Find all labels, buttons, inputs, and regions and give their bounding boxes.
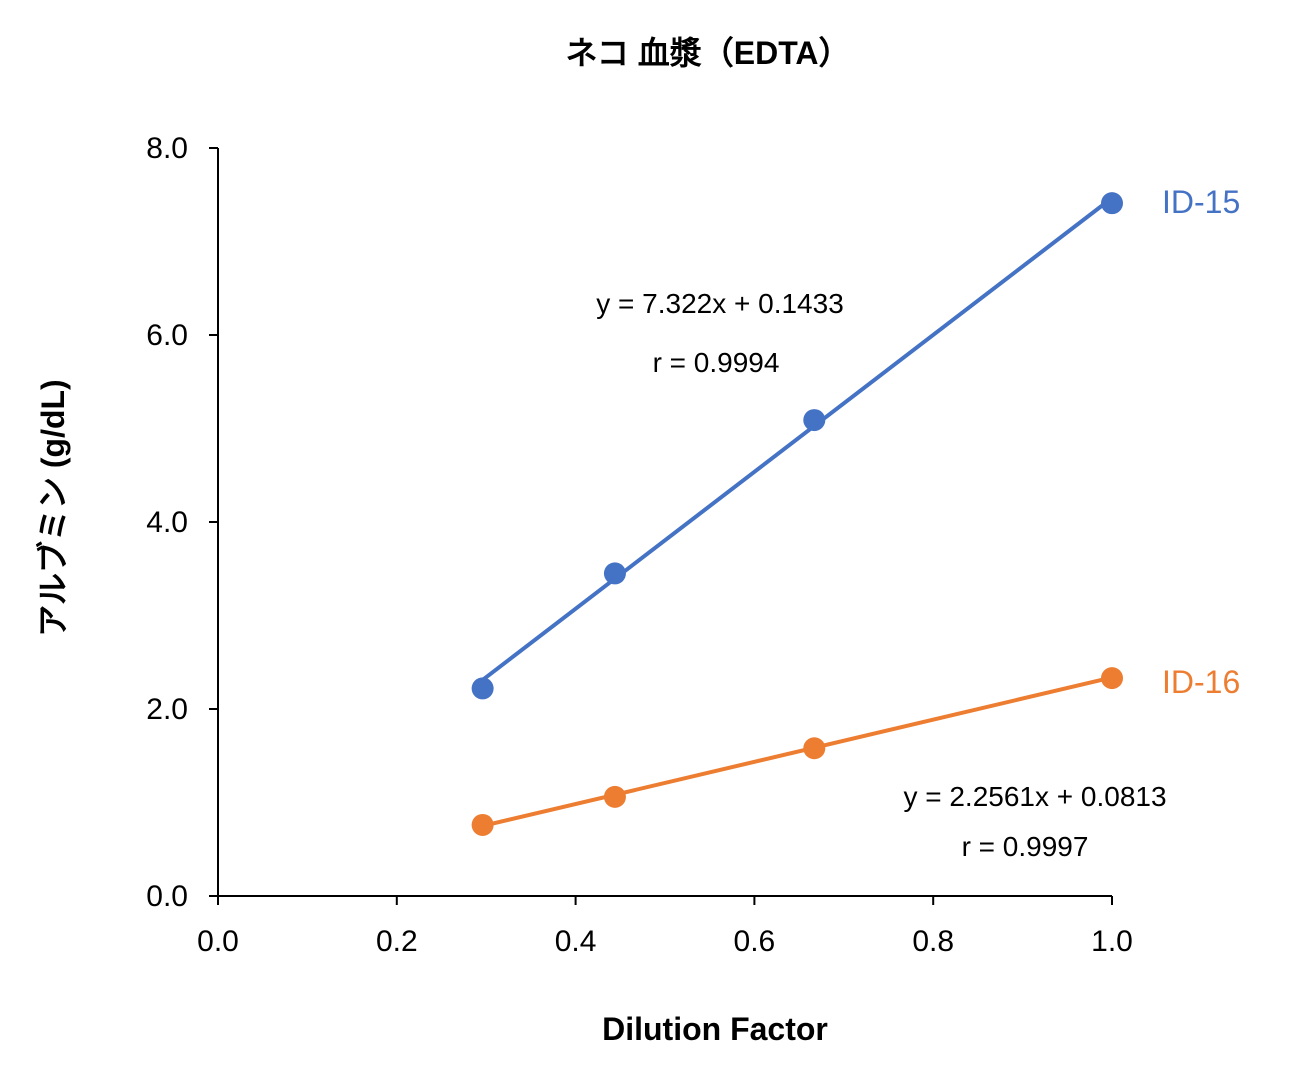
- trendline-id-15: [481, 196, 1114, 682]
- series-label-id15: ID-15: [1162, 184, 1240, 220]
- data-point-id-15: [803, 409, 826, 432]
- series-label-id16: ID-16: [1162, 664, 1240, 700]
- y-tick-label: 4.0: [146, 506, 188, 539]
- data-point-id-15: [471, 677, 494, 700]
- trendline-id-16: [482, 675, 1113, 828]
- data-point-id-16: [471, 813, 494, 836]
- y-axis-label: アルブミン (g/dL): [35, 379, 71, 636]
- x-tick-label: 1.0: [1091, 925, 1133, 958]
- data-point-id-16: [1101, 667, 1123, 690]
- x-tick-label: 0.2: [376, 925, 418, 958]
- y-tick-label: 0.0: [146, 880, 188, 913]
- y-tick-label: 8.0: [146, 132, 188, 165]
- data-point-id-15: [1101, 192, 1123, 215]
- y-tick-label: 2.0: [146, 693, 188, 726]
- r-id16: r = 0.9997: [962, 831, 1089, 862]
- x-tick-label: 0.4: [555, 925, 597, 958]
- x-tick-label: 0.0: [197, 925, 239, 958]
- eq-id15: y = 7.322x + 0.1433: [596, 288, 844, 319]
- data-point-id-15: [603, 562, 626, 585]
- chart-title: ネコ 血漿（EDTA）: [566, 35, 851, 71]
- r-id15: r = 0.9994: [653, 347, 780, 378]
- x-tick-label: 0.6: [734, 925, 776, 958]
- x-axis-label: Dilution Factor: [602, 1011, 828, 1047]
- data-point-id-16: [803, 737, 826, 760]
- x-tick-label: 0.8: [912, 925, 954, 958]
- data-point-id-16: [603, 785, 626, 808]
- eq-id16: y = 2.2561x + 0.0813: [903, 781, 1166, 812]
- y-tick-label: 6.0: [146, 319, 188, 352]
